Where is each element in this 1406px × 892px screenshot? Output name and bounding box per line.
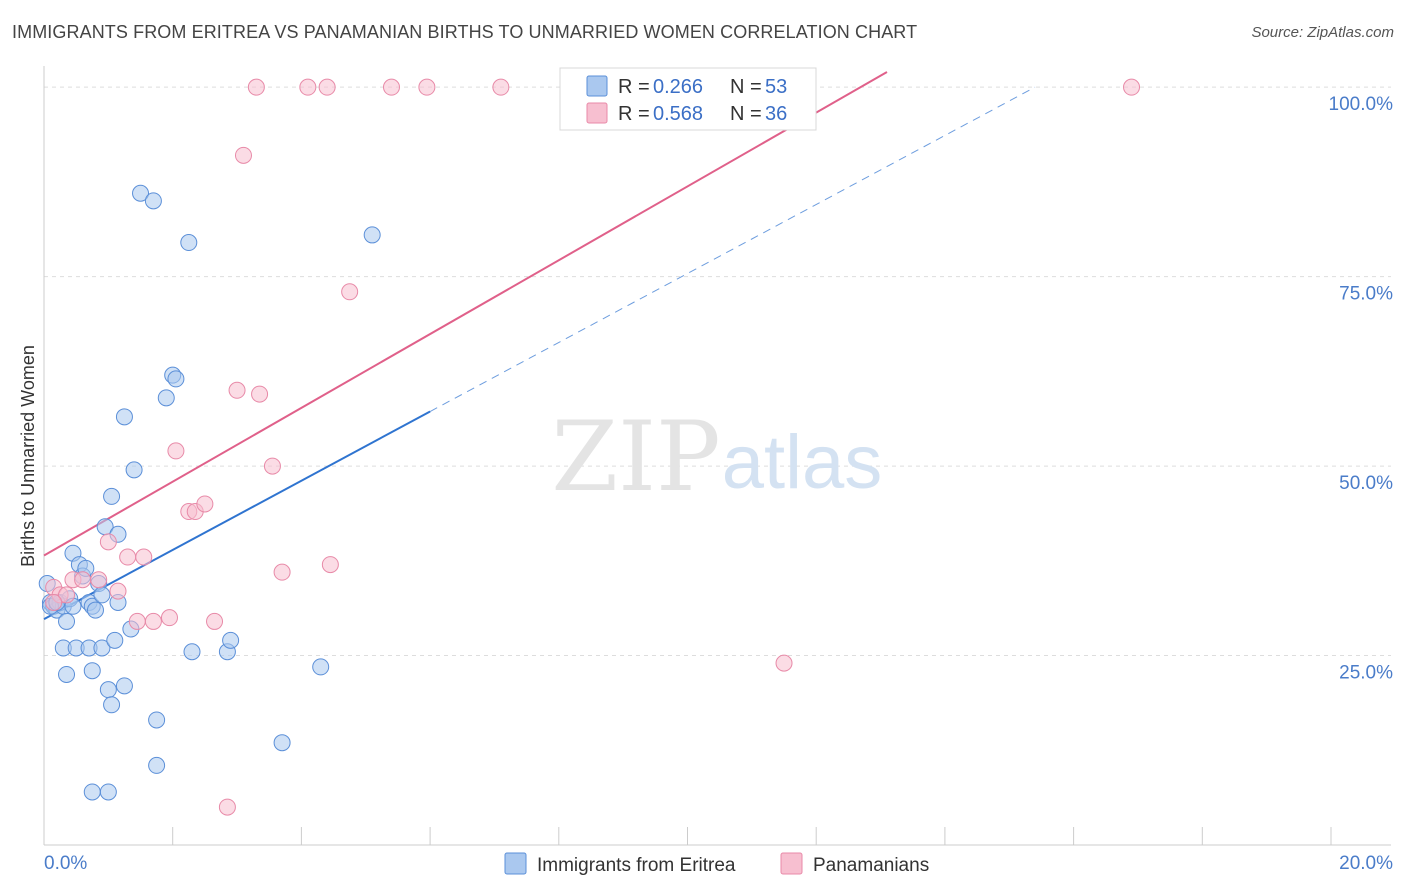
data-point-blue [125,461,143,479]
data-point-pink [341,283,359,301]
data-point-blue [58,612,76,630]
axes [43,66,1391,846]
bottom-legend: Immigrants from Eritrea Panamanians [504,852,929,876]
trend-line-blue [429,86,1036,412]
data-point-pink [318,78,336,96]
data-point-blue [93,586,111,604]
data-point-blue [148,711,166,729]
data-point-pink [247,78,265,96]
data-point-pink [58,586,76,604]
data-point-blue [83,783,101,801]
data-point-pink [119,548,137,566]
data-point-blue [115,408,133,426]
data-point-blue [99,783,117,801]
data-point-blue [103,696,121,714]
data-point-pink [1123,78,1141,96]
data-point-pink [206,612,224,630]
legend-swatch-pink [586,102,608,124]
data-point-blue [273,734,291,752]
y-tick-label: 25.0% [1339,663,1393,684]
data-point-pink [218,798,236,816]
legend-r-label-blue: R = [618,76,650,98]
data-point-blue [86,601,104,619]
data-point-pink [45,593,63,611]
data-point-pink [167,442,185,460]
legend-swatch-blue [586,75,608,97]
data-point-pink [135,548,153,566]
data-point-blue [363,226,381,244]
legend-n-value-pink: 36 [765,103,787,125]
chart-source: Source: ZipAtlas.com [1251,24,1394,41]
x-tick-label: 20.0% [1339,853,1393,874]
y-tick-label: 75.0% [1339,284,1393,305]
trend-lines [43,71,1036,621]
data-point-blue [106,631,124,649]
watermark-zip: ZIP [551,401,720,513]
data-point-pink [109,582,127,600]
data-point-pink [74,571,92,589]
y-tick-label: 50.0% [1339,473,1393,494]
legend-box: R = 0.266 N = 53 R = 0.568 N = 36 [559,67,817,131]
data-point-pink [90,571,108,589]
data-point-pink [128,612,146,630]
data-point-blue [148,756,166,774]
data-point-pink [196,495,214,513]
trend-line-pink [43,71,888,557]
trend-line-blue [43,410,431,621]
data-point-blue [83,662,101,680]
data-point-blue [157,389,175,407]
data-point-pink [234,146,252,164]
data-point-blue [132,184,150,202]
grid-lines [44,86,1391,657]
tick-labels: 25.0% 50.0% 75.0% 100.0% 0.0% 20.0% [44,94,1393,874]
data-point-blue [93,639,111,657]
bottom-legend-swatch-blue [504,852,527,875]
bottom-legend-label-pink: Panamanians [813,855,929,876]
y-axis-label: Births to Unmarried Women [18,345,38,567]
data-point-blue [167,370,185,388]
data-point-pink [99,533,117,551]
data-point-pink [492,78,510,96]
data-point-pink [382,78,400,96]
legend-r-value-pink: 0.568 [653,103,703,125]
data-point-pink [321,556,339,574]
data-point-blue [58,665,76,683]
data-point-pink [418,78,436,96]
data-point-blue [222,631,240,649]
data-point-pink [263,457,281,475]
data-points [38,78,1141,816]
chart-title: IMMIGRANTS FROM ERITREA VS PANAMANIAN BI… [12,22,918,42]
y-tick-label: 100.0% [1329,94,1394,115]
data-point-blue [183,643,201,661]
bottom-legend-label-blue: Immigrants from Eritrea [537,855,736,876]
data-point-pink [144,612,162,630]
data-point-blue [144,192,162,210]
bottom-legend-swatch-pink [780,852,803,875]
data-point-blue [99,681,117,699]
data-point-blue [312,658,330,676]
data-point-blue [115,677,133,695]
data-point-pink [228,381,246,399]
data-point-pink [160,609,178,627]
watermark-atlas: atlas [722,420,883,505]
data-point-pink [273,563,291,581]
legend-r-label-pink: R = [618,103,650,125]
data-point-pink [299,78,317,96]
watermark: ZIP atlas [551,401,882,513]
legend-n-label-blue: N = [730,76,762,98]
data-point-pink [775,654,793,672]
legend-n-label-pink: N = [730,103,762,125]
data-point-blue [180,234,198,252]
legend-n-value-blue: 53 [765,76,787,98]
legend-r-value-blue: 0.266 [653,76,703,98]
x-tick-label: 0.0% [44,853,87,874]
data-point-blue [103,487,121,505]
data-point-pink [251,385,269,403]
